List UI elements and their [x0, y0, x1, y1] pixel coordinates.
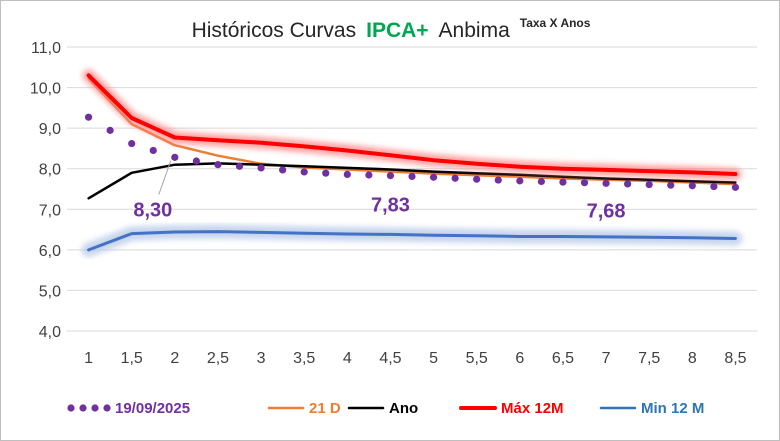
- series-dot: [365, 171, 373, 179]
- series-line: [87, 230, 737, 252]
- series-dot: [149, 146, 157, 155]
- data-point: [731, 183, 740, 191]
- x-tick-label: 1,5: [121, 350, 143, 367]
- x-tick-label: 4,5: [379, 350, 401, 367]
- x-tick-label: 5,5: [466, 350, 488, 367]
- legend-item-21-d: 21 D: [267, 400, 341, 417]
- series-19-09-2025: [84, 113, 740, 191]
- y-tick-label: 4,0: [39, 324, 61, 341]
- data-point: [84, 113, 93, 121]
- x-tick-label: 4: [343, 350, 352, 367]
- gridlines: [67, 46, 757, 332]
- legend-swatch: [91, 404, 99, 412]
- data-point: [171, 153, 179, 161]
- y-axis-ticks: 11,0 10,0 9,0 8,0 7,0 6,0 5,0 4,0: [30, 40, 61, 341]
- data-point: [386, 172, 395, 180]
- y-tick-label: 5,0: [39, 283, 61, 300]
- x-tick-label: 7: [602, 350, 611, 367]
- data-label: 7,83: [371, 195, 410, 217]
- data-point: [343, 170, 351, 178]
- legend-item-min-12-m: Min 12 M: [599, 400, 704, 417]
- chart-title-superscript: Taxa X Anos: [520, 16, 591, 30]
- y-tick-label: 7,0: [39, 202, 61, 219]
- series-dot: [235, 162, 244, 170]
- y-tick-label: 6,0: [39, 243, 61, 260]
- chart-title-accent: IPCA+: [366, 19, 428, 42]
- series-group: [81, 69, 743, 257]
- series-dot: [106, 126, 114, 134]
- data-point: [257, 164, 265, 172]
- annotation-leader-line: [158, 160, 172, 195]
- data-point: [602, 179, 610, 187]
- data-label: 7,68: [587, 201, 626, 223]
- series-dot: [580, 179, 589, 187]
- data-point: [300, 168, 308, 176]
- data-point: [128, 139, 136, 148]
- series-dot: [451, 174, 459, 182]
- x-tick-label: 6,5: [552, 350, 574, 367]
- x-tick-label: 8: [688, 350, 697, 367]
- x-tick-label: 1: [84, 350, 93, 367]
- series-dot: [537, 177, 545, 186]
- y-tick-label: 10,0: [30, 81, 61, 98]
- x-tick-label: 5: [429, 350, 438, 367]
- x-tick-label: 3,5: [293, 350, 315, 367]
- data-point: [645, 180, 653, 189]
- series-dot: [279, 166, 287, 174]
- x-tick-label: 2: [170, 350, 179, 367]
- y-tick-label: 8,0: [39, 162, 61, 179]
- legend-swatch: [79, 404, 87, 412]
- series-dot: [667, 181, 675, 189]
- legend-label: Máx 12M: [501, 400, 564, 417]
- series-dot: [710, 182, 718, 191]
- series-min-12-m: [81, 224, 743, 257]
- series-dot: [192, 157, 200, 165]
- annotations: 8,30 7,83 7,68: [133, 160, 626, 223]
- series-dot: [624, 180, 632, 188]
- x-tick-label: 6: [515, 350, 524, 367]
- series-line: [86, 73, 738, 176]
- data-point: [516, 177, 524, 185]
- data-point: [214, 161, 222, 169]
- series-dot: [494, 176, 502, 184]
- chart-title-part3: Anbima: [439, 19, 511, 42]
- series-max-12m: [82, 69, 742, 180]
- legend-label: 19/09/2025: [115, 400, 190, 417]
- legend-item-max-12m: Máx 12M: [456, 400, 564, 417]
- x-tick-label: 7,5: [638, 350, 660, 367]
- legend-item-19-09-2025: 19/09/2025: [67, 400, 190, 417]
- x-tick-label: 2,5: [207, 350, 229, 367]
- legend-item-ano: Ano: [347, 400, 418, 417]
- legend-swatch: [67, 404, 75, 412]
- legend-label: Ano: [389, 400, 418, 417]
- legend-swatch: [103, 404, 111, 412]
- series-dot: [322, 169, 330, 177]
- legend-label: Min 12 M: [641, 400, 704, 417]
- chart-title: Históricos Curvas IPCA+ Anbima Taxa X An…: [192, 16, 591, 42]
- y-tick-label: 9,0: [39, 121, 61, 138]
- data-point: [559, 178, 567, 186]
- x-tick-label: 8,5: [724, 350, 746, 367]
- chart-title-part1: Históricos Curvas: [192, 19, 357, 42]
- x-axis-ticks: 1 1,5 2 2,5 3 3,5 4 4,5 5 5,5 6 6,5 7 7,5 8 8,5: [84, 350, 747, 367]
- x-tick-label: 3: [257, 350, 266, 367]
- legend: 19/09/2025 21 D Ano Máx 12M Min 12 M: [67, 400, 704, 417]
- data-point: [429, 173, 438, 181]
- legend-label: 21 D: [309, 400, 341, 417]
- series-dot: [408, 172, 416, 181]
- data-point: [688, 182, 696, 190]
- data-label: 8,30: [133, 200, 172, 222]
- data-point: [473, 175, 481, 183]
- y-tick-label: 11,0: [31, 40, 61, 57]
